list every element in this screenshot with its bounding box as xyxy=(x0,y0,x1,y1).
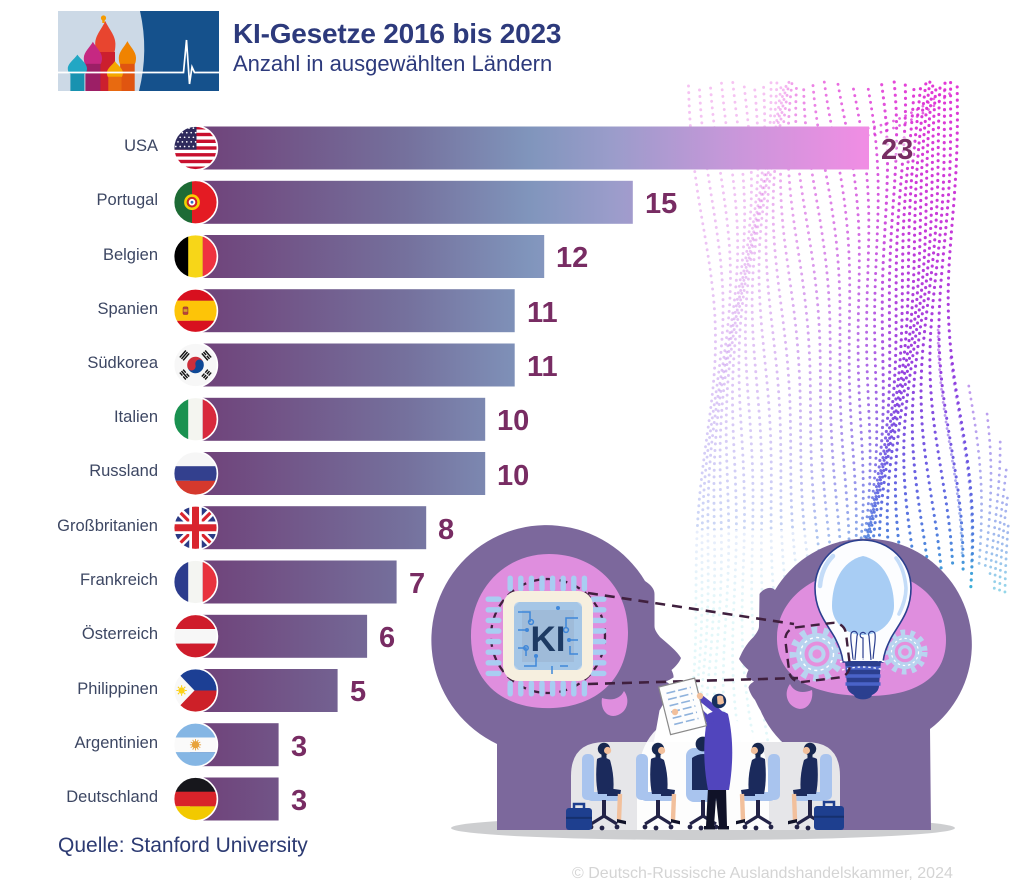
svg-text:KI: KI xyxy=(531,620,566,659)
